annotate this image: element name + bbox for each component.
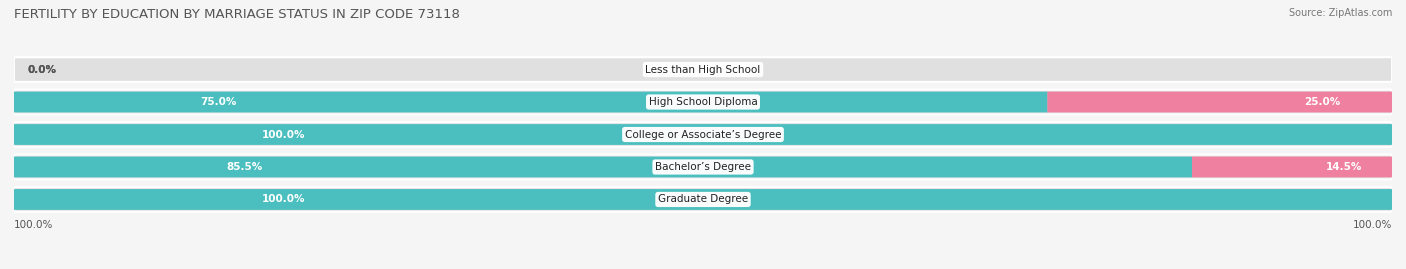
Text: Graduate Degree: Graduate Degree [658,194,748,204]
FancyBboxPatch shape [14,124,1392,145]
Text: 85.5%: 85.5% [226,162,263,172]
Text: 0.0%: 0.0% [28,65,56,75]
Text: 100.0%: 100.0% [14,220,53,230]
Text: Less than High School: Less than High School [645,65,761,75]
Text: 75.0%: 75.0% [200,97,236,107]
Text: 0.0%: 0.0% [28,65,56,75]
Text: Source: ZipAtlas.com: Source: ZipAtlas.com [1288,8,1392,18]
FancyBboxPatch shape [14,157,1192,177]
FancyBboxPatch shape [1192,157,1392,177]
Text: High School Diploma: High School Diploma [648,97,758,107]
FancyBboxPatch shape [14,90,1392,114]
Text: 25.0%: 25.0% [1303,97,1340,107]
Text: 100.0%: 100.0% [262,194,305,204]
FancyBboxPatch shape [14,57,1392,82]
Text: Bachelor’s Degree: Bachelor’s Degree [655,162,751,172]
FancyBboxPatch shape [14,92,1047,112]
Text: College or Associate’s Degree: College or Associate’s Degree [624,129,782,140]
FancyBboxPatch shape [1047,92,1392,112]
Text: 100.0%: 100.0% [262,129,305,140]
Text: 14.5%: 14.5% [1326,162,1362,172]
Text: FERTILITY BY EDUCATION BY MARRIAGE STATUS IN ZIP CODE 73118: FERTILITY BY EDUCATION BY MARRIAGE STATU… [14,8,460,21]
FancyBboxPatch shape [14,187,1392,212]
Text: 100.0%: 100.0% [1353,220,1392,230]
FancyBboxPatch shape [14,155,1392,179]
FancyBboxPatch shape [14,122,1392,147]
FancyBboxPatch shape [14,189,1392,210]
